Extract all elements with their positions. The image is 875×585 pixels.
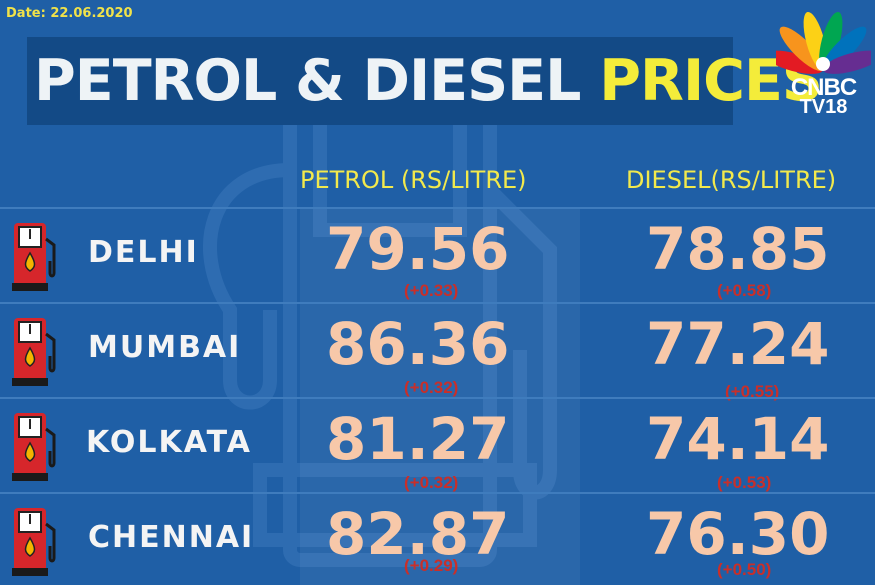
petrol-change: (+0.32) xyxy=(404,473,459,492)
petrol-change: (+0.29) xyxy=(404,556,459,575)
diesel-column-header: DIESEL(RS/LITRE) xyxy=(626,166,837,194)
diesel-price: 78.85 xyxy=(646,215,830,283)
city-name: DELHI xyxy=(88,235,199,270)
price-row-delhi: DELHI 79.56 (+0.33) 78.85 (+0.58) xyxy=(0,207,875,304)
peacock-logo-icon xyxy=(776,11,871,74)
fuel-pump-icon xyxy=(12,413,56,481)
logo-line2: TV18 xyxy=(799,96,848,118)
diesel-change: (+0.58) xyxy=(717,281,772,300)
diesel-price: 77.24 xyxy=(646,310,830,378)
petrol-price: 86.36 xyxy=(326,310,510,378)
fuel-pump-icon xyxy=(12,318,56,386)
petrol-price: 81.27 xyxy=(326,405,510,473)
diesel-change: (+0.55) xyxy=(725,382,780,401)
city-name: CHENNAI xyxy=(88,520,255,555)
diesel-change: (+0.53) xyxy=(717,473,772,492)
cnbc-tv18-logo: CNBC TV18 xyxy=(776,8,871,118)
petrol-change: (+0.32) xyxy=(404,378,459,397)
title-bar xyxy=(27,37,733,125)
diesel-change: (+0.50) xyxy=(717,560,772,579)
fuel-pump-icon xyxy=(12,508,56,576)
city-name: MUMBAI xyxy=(88,330,242,365)
diesel-price: 74.14 xyxy=(646,405,830,473)
price-row-chennai: CHENNAI 82.87 (+0.29) 76.30 (+0.50) xyxy=(0,492,875,585)
date-label: Date: 22.06.2020 xyxy=(6,6,133,21)
petrol-column-header: PETROL (RS/LITRE) xyxy=(300,166,527,194)
petrol-price: 82.87 xyxy=(326,500,510,568)
fuel-pump-icon xyxy=(12,223,56,291)
page-title-part1: PETROL & DIESEL xyxy=(34,48,600,114)
city-name: KOLKATA xyxy=(86,425,253,460)
diesel-price: 76.30 xyxy=(646,500,830,568)
price-row-kolkata: KOLKATA 81.27 (+0.32) 74.14 (+0.53) xyxy=(0,397,875,494)
price-row-mumbai: MUMBAI 86.36 (+0.32) 77.24 (+0.55) xyxy=(0,302,875,401)
logo-line1: CNBC xyxy=(790,74,857,101)
petrol-change: (+0.33) xyxy=(404,281,459,300)
petrol-price: 79.56 xyxy=(326,215,510,283)
page-title: PETROL & DIESEL PRICES xyxy=(34,40,823,122)
